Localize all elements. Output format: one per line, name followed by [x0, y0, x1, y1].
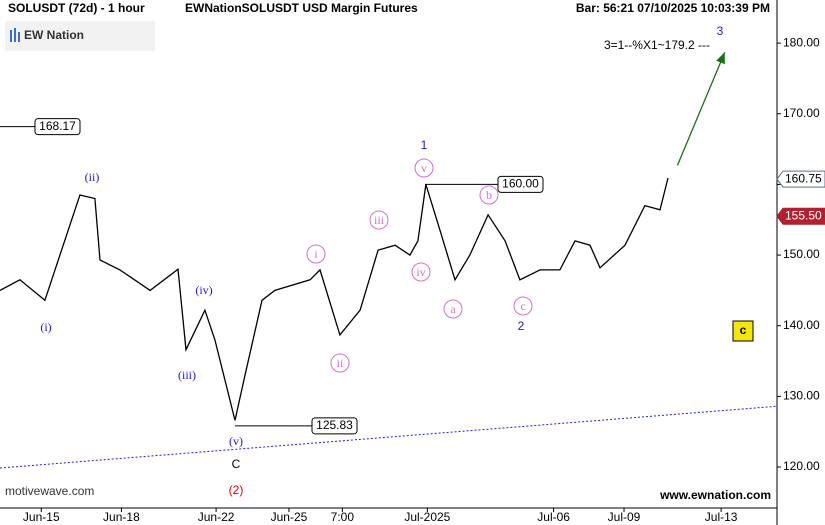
price-tag-label: 168.17	[39, 119, 76, 133]
arrow-head	[716, 52, 725, 65]
wave-circle	[369, 210, 389, 230]
site: www.ewnation.com	[659, 488, 771, 502]
price-tag-box	[497, 175, 544, 193]
chart-subtitle: EWNationSOLUSDT USD Margin Futures	[185, 1, 418, 15]
logo-box	[5, 21, 155, 51]
wave-label: iv	[416, 265, 425, 279]
y-tick-label: 170.00	[783, 106, 820, 120]
wave-circle	[411, 262, 431, 282]
y-tick-label: 120.00	[783, 459, 820, 473]
y-tick-label: 150.00	[783, 247, 820, 261]
x-tick-label: Jul-13	[705, 510, 738, 524]
logo-icon	[10, 28, 20, 42]
wave-label: (ii)	[85, 170, 100, 184]
wave-circle	[479, 185, 499, 205]
wave-circle	[414, 158, 434, 178]
bar-info: Bar: 56:21 07/10/2025 10:03:39 PM	[576, 1, 770, 15]
x-tick-label: Jun-25	[271, 510, 308, 524]
wave-label: b	[486, 188, 492, 202]
x-tick-label: Jun-15	[23, 510, 60, 524]
wave-label: (iii)	[178, 368, 196, 382]
wave-label: (iv)	[195, 283, 212, 297]
wave-label: C	[232, 457, 241, 471]
wave-label: 2	[518, 319, 525, 333]
wave-label: v	[421, 161, 427, 175]
chart-title: SOLUSDT (72d) - 1 hour	[8, 1, 145, 15]
price-tag-label: 160.00	[502, 177, 539, 191]
x-tick-label: Jul-06	[537, 510, 570, 524]
price-line	[0, 177, 669, 421]
price-tag-box	[311, 417, 358, 435]
wave-label: (v)	[229, 434, 243, 448]
axis-tag-label: 160.75	[785, 171, 822, 185]
wave-label: c	[520, 299, 525, 313]
badge	[732, 320, 754, 342]
axis-tag	[776, 207, 825, 225]
logo-text: EW Nation	[24, 28, 84, 42]
x-tick-label: 7:00	[331, 510, 355, 524]
wave-label: 1	[421, 138, 428, 152]
site-box	[658, 487, 775, 504]
price-tag-box	[34, 118, 81, 136]
target-note: 3=1--%X1~179.2 ---	[604, 38, 710, 52]
wave-label: (i)	[40, 320, 51, 334]
wave-circle	[306, 244, 326, 264]
wave-label: i	[314, 247, 318, 261]
wave-circle	[513, 296, 533, 316]
trendline	[0, 405, 778, 469]
axis-tag	[776, 170, 825, 188]
wave-circle	[330, 353, 350, 373]
watermark: motivewave.com	[5, 484, 94, 498]
axis-tag-label: 155.50	[785, 208, 822, 222]
wave-label: 3	[717, 24, 724, 38]
wave-label: a	[450, 302, 456, 316]
x-tick-label: Jul-2025	[404, 510, 450, 524]
arrow-shaft	[676, 52, 726, 166]
wave-label: iii	[374, 213, 385, 227]
x-tick-label: Jul-09	[608, 510, 641, 524]
y-tick-label: 140.00	[783, 318, 820, 332]
price-tag-label: 125.83	[316, 418, 353, 432]
wave-circle	[443, 299, 463, 319]
y-tick-label: 180.00	[783, 35, 820, 49]
x-tick-label: Jun-22	[198, 510, 235, 524]
wave-label: (2)	[229, 483, 244, 497]
x-tick-label: Jun-18	[103, 510, 140, 524]
wave-label: ii	[337, 356, 344, 370]
y-tick-label: 130.00	[783, 389, 820, 403]
badge-text: c	[740, 323, 747, 337]
